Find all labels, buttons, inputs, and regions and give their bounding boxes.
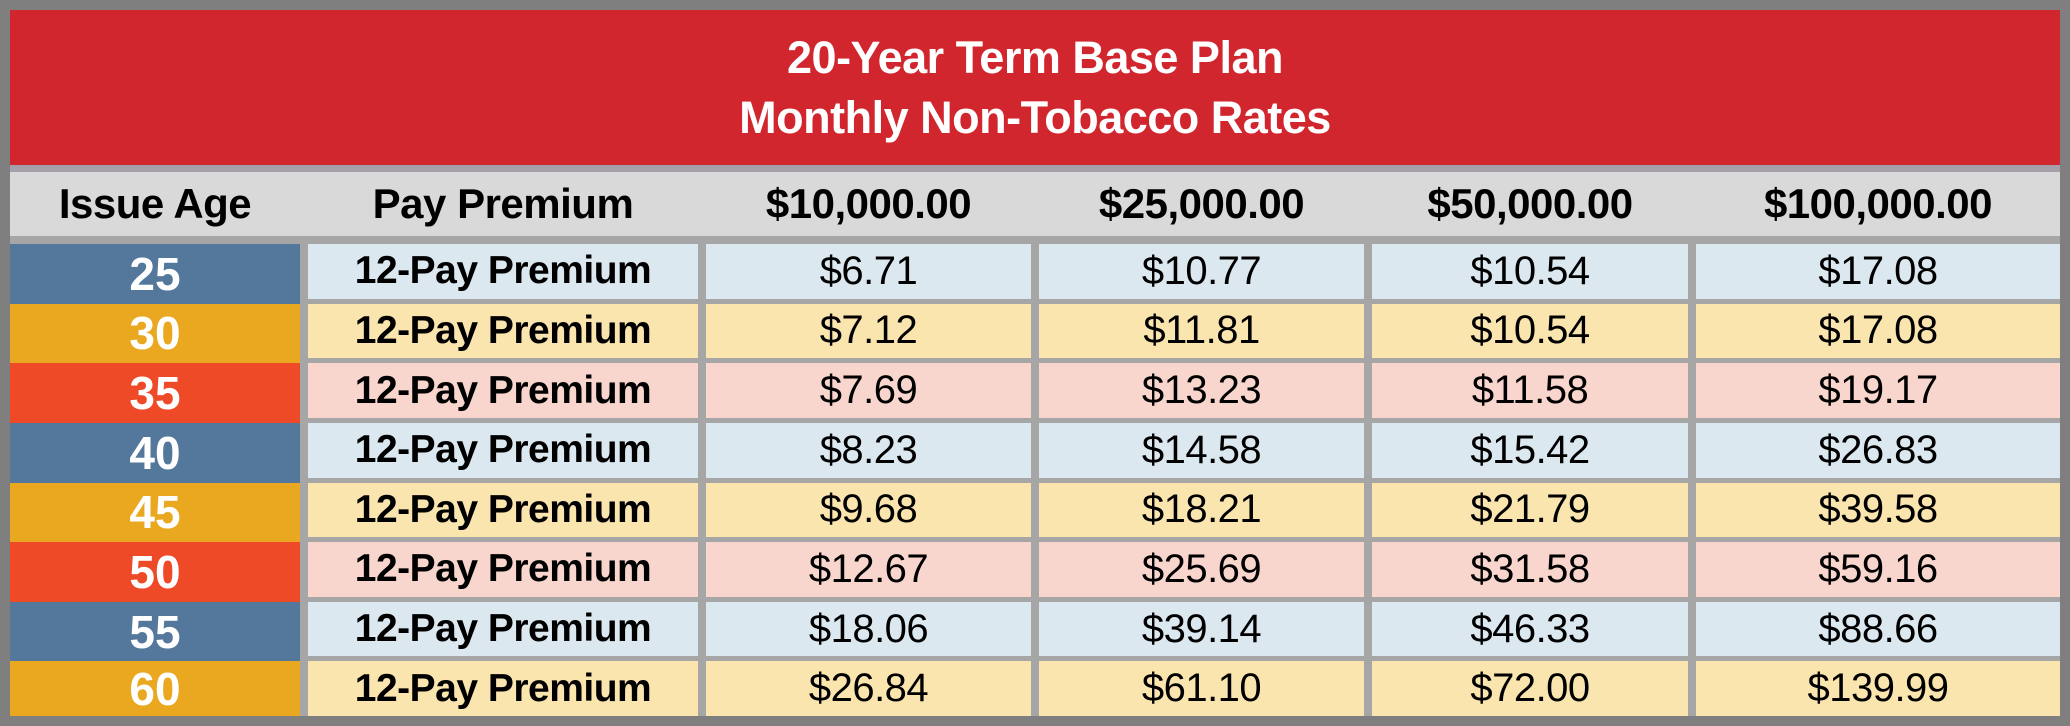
rate-cell-60-100000: $139.99 (1696, 661, 2060, 716)
rate-cell-30-50000: $10.54 (1372, 303, 1688, 359)
premium-label-row-30: 12-Pay Premium (308, 303, 698, 359)
premium-label-row-55: 12-Pay Premium (308, 601, 698, 657)
rate-cell-55-25000: $39.14 (1039, 601, 1364, 657)
rate-cell-25-50000: $10.54 (1372, 244, 1688, 299)
col-header-10000: $10,000.00 (765, 180, 972, 227)
age-cell-35: 35 (10, 363, 300, 423)
rate-cell-30-100000: $17.08 (1696, 303, 2060, 359)
premium-label-row-60: 12-Pay Premium (308, 661, 698, 716)
rate-cell-50-10000: $12.67 (706, 542, 1031, 597)
rate-cell-45-25000: $18.21 (1039, 482, 1364, 538)
rate-cell-50-25000: $25.69 (1039, 542, 1364, 597)
rate-cell-60-10000: $26.84 (706, 661, 1031, 716)
rate-cell-40-100000: $26.83 (1696, 422, 2060, 478)
rate-cell-45-50000: $21.79 (1372, 482, 1688, 538)
rate-cell-45-100000: $39.58 (1696, 482, 2060, 538)
table-title-line1: 20-Year Term Base Plan (787, 32, 1283, 84)
rate-cell-50-50000: $31.58 (1372, 542, 1688, 597)
rate-cell-50-100000: $59.16 (1696, 542, 2060, 597)
premium-label-row-45: 12-Pay Premium (308, 482, 698, 538)
premium-label-row-40: 12-Pay Premium (308, 422, 698, 478)
rate-cell-60-25000: $61.10 (1039, 661, 1364, 716)
table-body: 25 12-Pay Premium $6.71 $10.77 $10.54 $1… (10, 236, 2060, 716)
rate-cell-35-10000: $7.69 (706, 363, 1031, 418)
rate-cell-30-10000: $7.12 (706, 303, 1031, 359)
premium-label-row-35: 12-Pay Premium (308, 363, 698, 418)
col-header-25000: $25,000.00 (1098, 180, 1305, 227)
age-cell-45: 45 (10, 482, 300, 543)
col-header-issue-age: Issue Age (58, 180, 252, 227)
age-cell-50: 50 (10, 542, 300, 602)
rate-cell-40-25000: $14.58 (1039, 422, 1364, 478)
rate-cell-25-100000: $17.08 (1696, 244, 2060, 299)
title-banner: 20-Year Term Base Plan Monthly Non-Tobac… (10, 10, 2060, 165)
age-cell-25: 25 (10, 244, 300, 304)
age-cell-55: 55 (10, 601, 300, 662)
rate-cell-30-25000: $11.81 (1039, 303, 1364, 359)
rate-cell-55-100000: $88.66 (1696, 601, 2060, 657)
rate-cell-35-50000: $11.58 (1372, 363, 1688, 418)
premium-label-row-50: 12-Pay Premium (308, 542, 698, 597)
rate-cell-60-50000: $72.00 (1372, 661, 1688, 716)
rate-cell-40-10000: $8.23 (706, 422, 1031, 478)
rate-cell-25-10000: $6.71 (706, 244, 1031, 299)
col-header-50000: $50,000.00 (1427, 180, 1633, 227)
rate-cell-55-10000: $18.06 (706, 601, 1031, 657)
rate-cell-35-100000: $19.17 (1696, 363, 2060, 418)
rate-cell-55-50000: $46.33 (1372, 601, 1688, 657)
header-row: Issue Age Pay Premium $10,000.00 $25,000… (10, 172, 2060, 236)
col-header-pay-premium: Pay Premium (372, 180, 634, 227)
banner-divider (10, 165, 2060, 172)
col-header-100000: $100,000.00 (1763, 180, 1993, 227)
age-cell-30: 30 (10, 303, 300, 364)
rate-cell-35-25000: $13.23 (1039, 363, 1364, 418)
table-title-line2: Monthly Non-Tobacco Rates (739, 91, 1331, 143)
premium-label-row-25: 12-Pay Premium (308, 244, 698, 299)
rate-cell-40-50000: $15.42 (1372, 422, 1688, 478)
age-cell-40: 40 (10, 422, 300, 483)
rate-cell-25-25000: $10.77 (1039, 244, 1364, 299)
age-cell-60: 60 (10, 661, 300, 716)
rate-cell-45-10000: $9.68 (706, 482, 1031, 538)
